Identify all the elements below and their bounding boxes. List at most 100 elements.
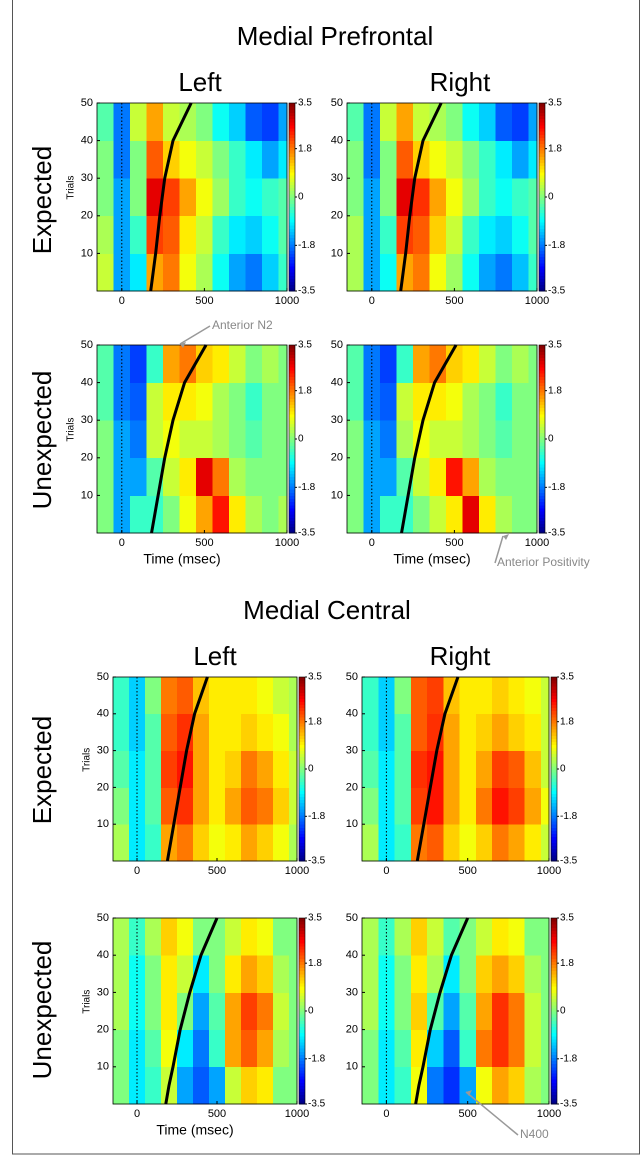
colorbar-step bbox=[551, 781, 557, 785]
x-tick-label: 1000 bbox=[275, 537, 299, 549]
heat-cell bbox=[443, 992, 460, 1030]
heat-cell bbox=[362, 1066, 379, 1105]
colorbar-step bbox=[551, 759, 557, 764]
colorbar-step bbox=[539, 470, 545, 474]
colorbar-step bbox=[289, 366, 295, 371]
heat-cell bbox=[396, 140, 414, 179]
colorbar-step bbox=[289, 370, 295, 374]
y-tick-label: 50 bbox=[331, 97, 343, 109]
colorbar-step bbox=[539, 103, 545, 107]
row-title: Expected bbox=[27, 146, 57, 254]
heat-cell bbox=[145, 1029, 162, 1068]
heat-cell bbox=[446, 215, 464, 254]
y-tick-label: 20 bbox=[81, 452, 93, 464]
colorbar-step bbox=[539, 112, 545, 117]
colorbar-step bbox=[299, 787, 305, 791]
heat-cell bbox=[512, 345, 530, 383]
colorbar-tick-label: 1.8 bbox=[298, 385, 312, 396]
heat-cell bbox=[161, 750, 178, 788]
colorbar-step bbox=[551, 839, 557, 844]
heat-cell bbox=[225, 787, 242, 825]
heat-cell bbox=[347, 495, 364, 534]
y-tick-label: 10 bbox=[331, 247, 343, 259]
colorbar-step bbox=[299, 1060, 305, 1065]
colorbar-step bbox=[289, 417, 295, 421]
heat-cell bbox=[429, 215, 447, 254]
colorbar-step bbox=[299, 775, 305, 779]
colorbar-step bbox=[539, 284, 545, 289]
heat-cell bbox=[225, 955, 242, 993]
heat-cell bbox=[209, 955, 226, 993]
heat-cell bbox=[459, 824, 477, 862]
heat-cell bbox=[495, 345, 513, 383]
colorbar-step bbox=[551, 930, 557, 934]
colorbar-step bbox=[299, 1032, 305, 1037]
colorbar-step bbox=[551, 842, 557, 847]
heat-cell bbox=[97, 382, 114, 421]
heat-cell bbox=[479, 103, 497, 141]
colorbar-step bbox=[551, 815, 557, 819]
colorbar-step bbox=[289, 498, 295, 503]
colorbar-tick-label: -1.8 bbox=[298, 240, 316, 251]
heat-cell bbox=[161, 992, 178, 1030]
heat-cell bbox=[146, 382, 164, 421]
colorbar-step bbox=[289, 197, 295, 201]
colorbar-tick-label: -3.5 bbox=[560, 856, 578, 867]
heat-cell bbox=[362, 918, 379, 956]
plot-frame bbox=[361, 676, 550, 862]
colorbar-step bbox=[299, 967, 305, 972]
colorbar-step bbox=[289, 489, 295, 493]
colorbar-step bbox=[539, 379, 545, 384]
heat-cell bbox=[427, 1066, 444, 1105]
colorbar-tick-label: 0 bbox=[298, 434, 304, 445]
colorbar-step bbox=[551, 945, 557, 950]
colorbar-step bbox=[299, 808, 305, 813]
heat-cell bbox=[245, 140, 263, 179]
colorbar-step bbox=[539, 175, 545, 179]
colorbar-step bbox=[299, 723, 305, 727]
colorbar-step bbox=[299, 842, 305, 847]
heat-cell bbox=[245, 457, 263, 496]
y-tick-label: 40 bbox=[97, 949, 109, 961]
heat-cell bbox=[394, 992, 412, 1030]
colorbar-step bbox=[289, 420, 295, 424]
colorbar-tick-label: 0 bbox=[308, 1006, 314, 1017]
colorbar-step bbox=[289, 231, 295, 236]
colorbar-step bbox=[551, 952, 557, 956]
colorbar-step bbox=[289, 363, 295, 368]
colorbar-step bbox=[289, 215, 295, 220]
colorbar-step bbox=[289, 426, 295, 431]
colorbar-step bbox=[289, 423, 295, 427]
colorbar-step bbox=[551, 772, 557, 776]
heat-cell bbox=[459, 918, 477, 956]
heat-cell bbox=[410, 677, 428, 715]
colorbar-step bbox=[551, 1060, 557, 1065]
colorbar-step bbox=[551, 1001, 557, 1006]
heat-cell bbox=[225, 677, 242, 715]
colorbar-step bbox=[539, 237, 545, 242]
colorbar-step bbox=[289, 413, 295, 418]
colorbar-step bbox=[289, 457, 295, 462]
colorbar-step bbox=[289, 162, 295, 167]
heat-cell bbox=[262, 140, 280, 179]
colorbar-step bbox=[299, 1066, 305, 1071]
colorbar-step bbox=[551, 1054, 557, 1058]
colorbar-step bbox=[551, 695, 557, 699]
colorbar-step bbox=[289, 168, 295, 173]
heat-cell bbox=[212, 495, 230, 534]
heat-cell bbox=[410, 918, 428, 956]
colorbar-step bbox=[551, 1023, 557, 1027]
heat-cell bbox=[495, 253, 513, 292]
colorbar-step bbox=[299, 1076, 305, 1080]
heat-cell bbox=[97, 345, 114, 383]
y-tick-label: 40 bbox=[97, 708, 109, 720]
x-tick-label: 500 bbox=[195, 295, 213, 307]
colorbar-step bbox=[289, 156, 295, 160]
colorbar-step bbox=[551, 701, 557, 706]
colorbar-step bbox=[551, 738, 557, 742]
colorbar-tick-label: 0 bbox=[298, 192, 304, 203]
heat-cell bbox=[289, 918, 298, 956]
colorbar-step bbox=[551, 1088, 557, 1093]
heat-cell bbox=[410, 955, 428, 993]
